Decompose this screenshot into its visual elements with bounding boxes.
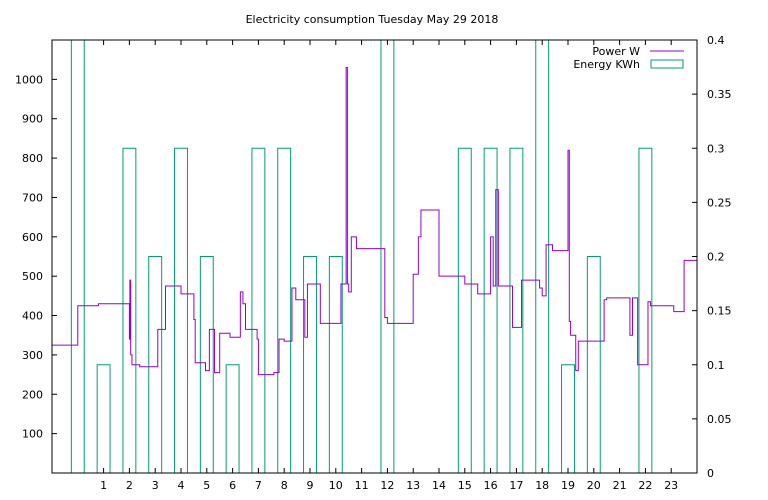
energy-bar	[509, 147, 524, 474]
y2-tick-label: 0	[707, 467, 714, 480]
x-tick-label: 19	[561, 479, 575, 492]
x-tick-label: 11	[355, 479, 369, 492]
x-tick-label: 3	[152, 479, 159, 492]
x-tick-label: 1	[100, 479, 107, 492]
y2-tick-label: 0.1	[707, 359, 725, 372]
energy-bar	[483, 147, 498, 474]
y-axis-right: 0 0.05 0.1 0.15 0.2 0.25 0.3 0.35 0.4	[692, 34, 732, 480]
energy-bar	[535, 39, 550, 474]
y2-tick-label: 0.35	[707, 88, 732, 101]
x-tick-label: 18	[535, 479, 549, 492]
x-tick-label: 4	[178, 479, 185, 492]
x-axis: 1 2 3 4 5 6 7 8 9 10 11 12 13 14 15 16 17 18 19 20 21 22 23	[100, 40, 678, 492]
legend: Power W Energy KWh	[573, 45, 684, 71]
energy-bar	[328, 256, 343, 474]
y2-tick-label: 0.2	[707, 251, 725, 264]
y2-tick-label: 0.25	[707, 196, 732, 209]
energy-bar	[199, 256, 214, 474]
y2-tick-label: 0.4	[707, 34, 725, 47]
x-tick-label: 20	[587, 479, 601, 492]
x-tick-label: 14	[432, 479, 446, 492]
x-tick-label: 9	[307, 479, 314, 492]
x-tick-label: 22	[638, 479, 652, 492]
y-tick-label: 300	[22, 349, 43, 362]
legend-label-power: Power W	[592, 45, 640, 58]
energy-bar	[148, 256, 163, 474]
energy-bar	[457, 147, 472, 474]
y-tick-label: 1000	[15, 73, 43, 86]
energy-bar	[70, 39, 85, 474]
energy-series	[70, 39, 653, 474]
x-tick-label: 6	[229, 479, 236, 492]
x-tick-label: 23	[664, 479, 678, 492]
y2-tick-label: 0.3	[707, 142, 725, 155]
x-tick-label: 16	[484, 479, 498, 492]
x-tick-label: 5	[203, 479, 210, 492]
energy-bar	[638, 147, 653, 474]
energy-bar	[96, 364, 111, 474]
energy-bar	[251, 147, 266, 474]
y-tick-label: 600	[22, 231, 43, 244]
x-tick-label: 13	[406, 479, 420, 492]
x-tick-label: 21	[613, 479, 627, 492]
y-tick-label: 800	[22, 152, 43, 165]
legend-label-energy: Energy KWh	[573, 58, 640, 71]
x-tick-label: 8	[281, 479, 288, 492]
power-series-line	[52, 67, 698, 376]
y-tick-label: 200	[22, 388, 43, 401]
y2-tick-label: 0.05	[707, 413, 732, 426]
y-tick-label: 400	[22, 310, 43, 323]
y-tick-label: 500	[22, 270, 43, 283]
x-tick-label: 15	[458, 479, 472, 492]
energy-bar	[586, 256, 601, 474]
y-axis-left: 100 200 300 400 500 600 700 800 900 1000	[15, 73, 57, 441]
energy-bar	[174, 147, 188, 474]
energy-bar	[561, 364, 575, 474]
energy-bar	[303, 256, 317, 474]
y2-tick-label: 0.15	[707, 305, 732, 318]
energy-bar	[277, 147, 292, 474]
energy-bar	[380, 39, 395, 474]
legend-swatch-energy	[650, 59, 684, 69]
x-tick-label: 17	[509, 479, 523, 492]
x-tick-label: 7	[255, 479, 262, 492]
y-tick-label: 900	[22, 113, 43, 126]
y-tick-label: 100	[22, 428, 43, 441]
x-tick-label: 2	[126, 479, 133, 492]
y-tick-label: 700	[22, 191, 43, 204]
x-tick-label: 12	[380, 479, 394, 492]
x-tick-label: 10	[329, 479, 343, 492]
chart-title: Electricity consumption Tuesday May 29 2…	[246, 13, 499, 26]
energy-bar	[225, 364, 240, 474]
